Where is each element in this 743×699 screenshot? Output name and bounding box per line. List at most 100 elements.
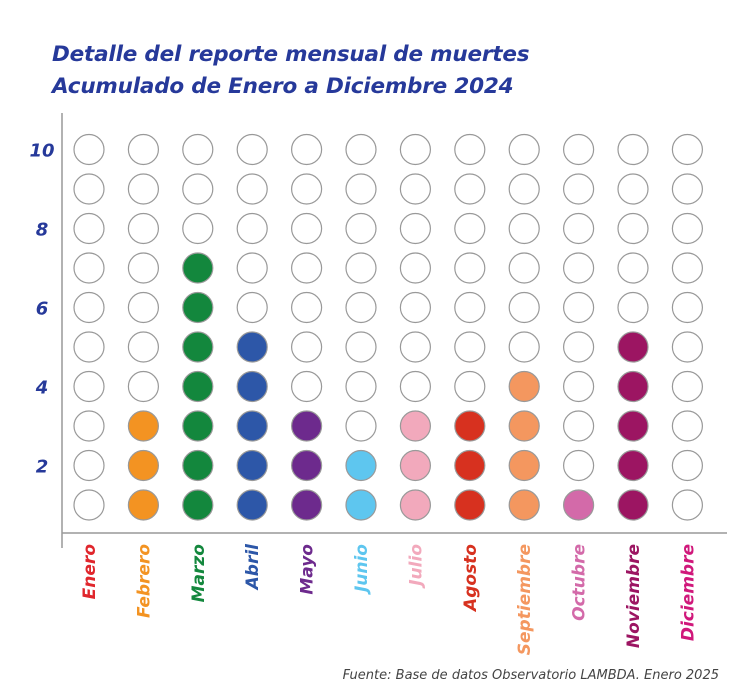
empty-dot bbox=[508, 212, 540, 245]
empty-dot bbox=[345, 370, 377, 403]
x-tick-label: Octubre bbox=[570, 544, 590, 621]
empty-dot bbox=[345, 331, 377, 363]
empty-dot bbox=[345, 252, 377, 284]
filled-dot bbox=[508, 449, 540, 482]
x-tick-label: Julio bbox=[406, 544, 426, 589]
empty-dot bbox=[127, 173, 159, 205]
empty-dot bbox=[73, 252, 105, 284]
empty-dot bbox=[127, 133, 159, 166]
empty-dot bbox=[671, 291, 704, 324]
empty-dot bbox=[671, 449, 704, 482]
empty-dot bbox=[671, 173, 704, 205]
filled-dot bbox=[399, 489, 431, 521]
empty-dot bbox=[399, 212, 431, 245]
filled-dot bbox=[508, 489, 540, 521]
filled-dot bbox=[617, 489, 649, 521]
x-tick-label: Agosto bbox=[461, 544, 481, 613]
empty-dot bbox=[73, 370, 105, 403]
filled-dot bbox=[454, 410, 486, 442]
chart-subtitle: Acumulado de Enero a Diciembre 2024 bbox=[52, 74, 514, 99]
empty-dot bbox=[73, 133, 105, 166]
empty-dot bbox=[127, 331, 159, 363]
empty-dot bbox=[671, 133, 704, 166]
filled-dot bbox=[236, 331, 268, 363]
empty-dot bbox=[236, 173, 268, 205]
empty-dot bbox=[671, 410, 704, 442]
empty-dot bbox=[73, 212, 105, 245]
filled-dot bbox=[182, 252, 214, 284]
empty-dot bbox=[671, 370, 704, 403]
empty-dot bbox=[454, 370, 486, 403]
empty-dot bbox=[399, 331, 431, 363]
empty-dot bbox=[345, 133, 377, 166]
empty-dot bbox=[671, 252, 704, 284]
empty-dot bbox=[562, 410, 595, 442]
empty-dot bbox=[127, 212, 159, 245]
empty-dot bbox=[671, 212, 704, 245]
empty-dot bbox=[182, 133, 214, 166]
filled-dot bbox=[617, 331, 649, 363]
x-tick-label: Febrero bbox=[134, 544, 154, 618]
filled-dot bbox=[236, 410, 268, 442]
y-tick-label: 10 bbox=[29, 141, 54, 162]
empty-dot bbox=[454, 173, 486, 205]
empty-dot bbox=[73, 173, 105, 205]
empty-dot bbox=[182, 212, 214, 245]
empty-dot bbox=[562, 370, 595, 403]
empty-dot bbox=[73, 449, 105, 482]
x-tick-label: Junio bbox=[352, 544, 372, 595]
filled-dot bbox=[345, 489, 377, 521]
empty-dot bbox=[454, 331, 486, 363]
filled-dot bbox=[236, 449, 268, 482]
empty-dot bbox=[291, 133, 323, 166]
filled-dot bbox=[127, 410, 159, 442]
empty-dot bbox=[399, 370, 431, 403]
empty-dot bbox=[508, 331, 540, 363]
empty-dot bbox=[236, 212, 268, 245]
filled-dot bbox=[345, 449, 377, 482]
empty-dot bbox=[399, 133, 431, 166]
empty-dot bbox=[508, 291, 540, 324]
empty-dot bbox=[345, 212, 377, 245]
x-tick-label: Enero bbox=[80, 544, 100, 600]
filled-dot bbox=[127, 449, 159, 482]
empty-dot bbox=[562, 173, 595, 205]
x-tick-label: Noviembre bbox=[624, 544, 644, 648]
empty-dot bbox=[291, 252, 323, 284]
filled-dot bbox=[617, 370, 649, 403]
empty-dot bbox=[671, 331, 704, 363]
empty-dot bbox=[291, 291, 323, 324]
empty-dot bbox=[562, 291, 595, 324]
empty-dot bbox=[508, 133, 540, 166]
empty-dot bbox=[617, 252, 649, 284]
empty-dot bbox=[73, 410, 105, 442]
empty-dot bbox=[617, 173, 649, 205]
filled-dot bbox=[182, 489, 214, 521]
y-tick-label: 8 bbox=[36, 220, 49, 241]
filled-dot bbox=[182, 370, 214, 403]
empty-dot bbox=[73, 331, 105, 363]
empty-dot bbox=[127, 291, 159, 324]
filled-dot bbox=[291, 410, 323, 442]
y-tick-label: 6 bbox=[36, 299, 49, 320]
filled-dot bbox=[127, 489, 159, 521]
filled-dot bbox=[617, 449, 649, 482]
empty-dot bbox=[345, 291, 377, 324]
empty-dot bbox=[236, 133, 268, 166]
y-tick-label: 4 bbox=[35, 378, 49, 399]
x-tick-label: Abril bbox=[243, 543, 263, 592]
empty-dot bbox=[399, 252, 431, 284]
empty-dot bbox=[562, 252, 595, 284]
x-tick-label: Marzo bbox=[189, 544, 209, 603]
empty-dot bbox=[562, 331, 595, 363]
empty-dot bbox=[127, 252, 159, 284]
empty-dot bbox=[617, 212, 649, 245]
filled-dot bbox=[236, 489, 268, 521]
empty-dot bbox=[617, 133, 649, 166]
x-tick-label: Diciembre bbox=[678, 544, 698, 641]
empty-dot bbox=[562, 212, 595, 245]
y-tick-label: 2 bbox=[36, 457, 49, 478]
empty-dot bbox=[73, 291, 105, 324]
filled-dot bbox=[562, 489, 595, 521]
